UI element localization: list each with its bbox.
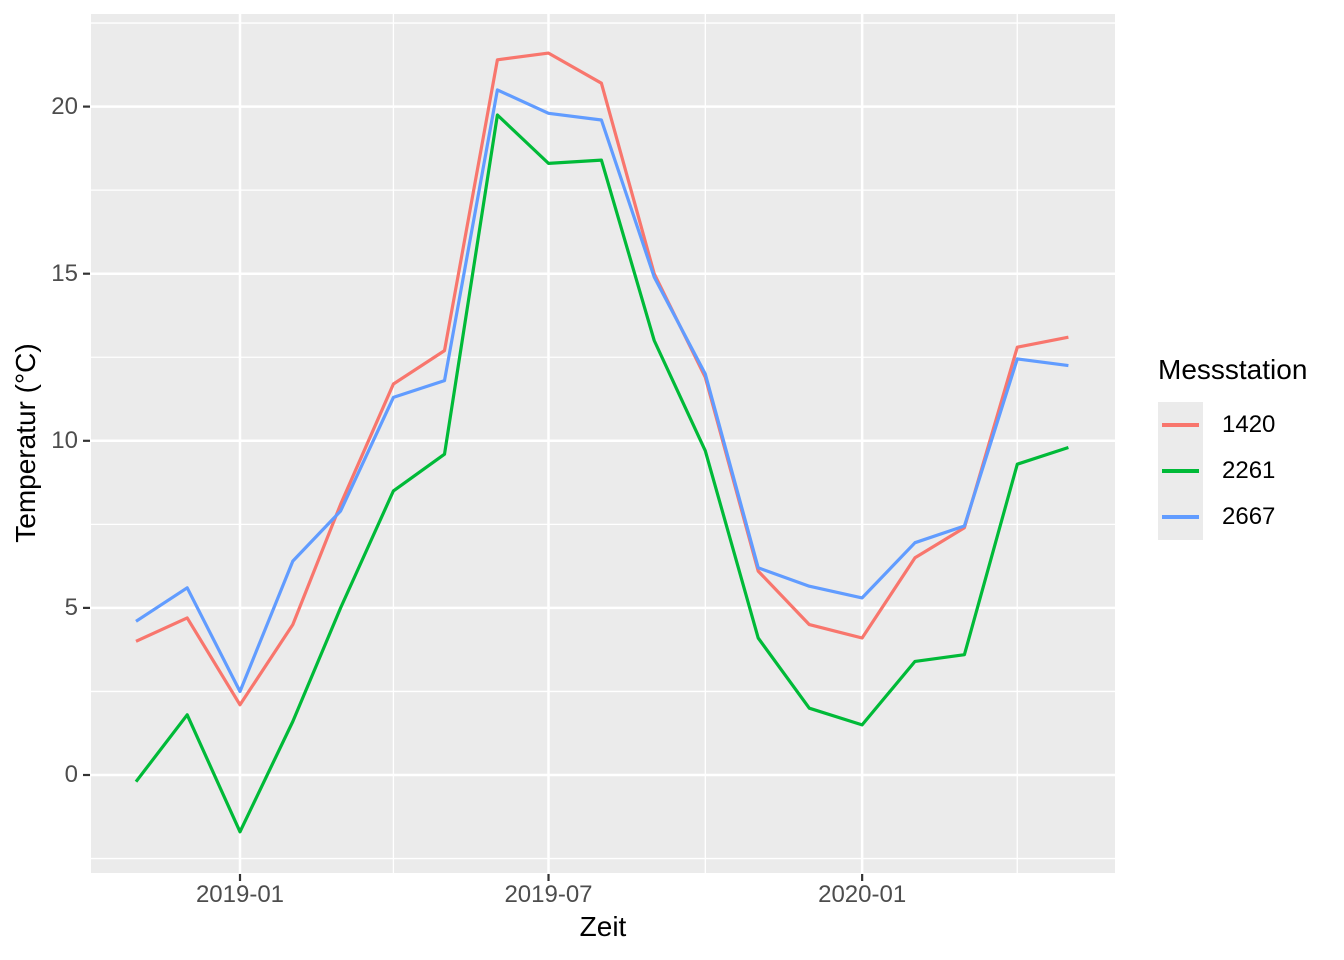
y-tick-label: 0 [64, 761, 78, 788]
y-tick-label: 15 [51, 259, 78, 287]
legend-key-line [1162, 423, 1199, 427]
x-axis-title: Zeit [579, 911, 627, 942]
legend-key-swatch [1158, 494, 1203, 540]
legend-label: 1420 [1222, 411, 1276, 438]
legend-key-swatch [1158, 448, 1203, 494]
y-tick-label: 10 [51, 426, 78, 454]
legend-item-2261: 2261 [1158, 448, 1307, 494]
series-line-2261 [134, 113, 1069, 834]
plot-panel [91, 14, 1115, 873]
legend-label: 2667 [1222, 503, 1276, 530]
legend-item-1420: 1420 [1158, 402, 1307, 448]
series-line-2667 [135, 88, 1069, 694]
legend-item-2667: 2667 [1158, 494, 1307, 540]
x-tick-label: 2019-01 [195, 881, 285, 908]
y-tick-label: 20 [51, 92, 78, 120]
legend-title: Messstation [1158, 354, 1308, 385]
legend-key-line [1162, 469, 1199, 473]
legend-label: 2261 [1222, 457, 1276, 484]
legend-key-line [1162, 515, 1199, 519]
legend-entries: 1420 2261 2667 [1158, 402, 1307, 540]
x-tick-label: 2020-01 [818, 881, 907, 908]
x-tick-label: 2019-07 [504, 881, 593, 908]
legend-key-swatch [1158, 402, 1203, 448]
series-line-1420 [135, 51, 1069, 707]
y-tick-label: 5 [64, 593, 78, 621]
legend: Messstation 1420 2261 2667 [1158, 356, 1307, 540]
